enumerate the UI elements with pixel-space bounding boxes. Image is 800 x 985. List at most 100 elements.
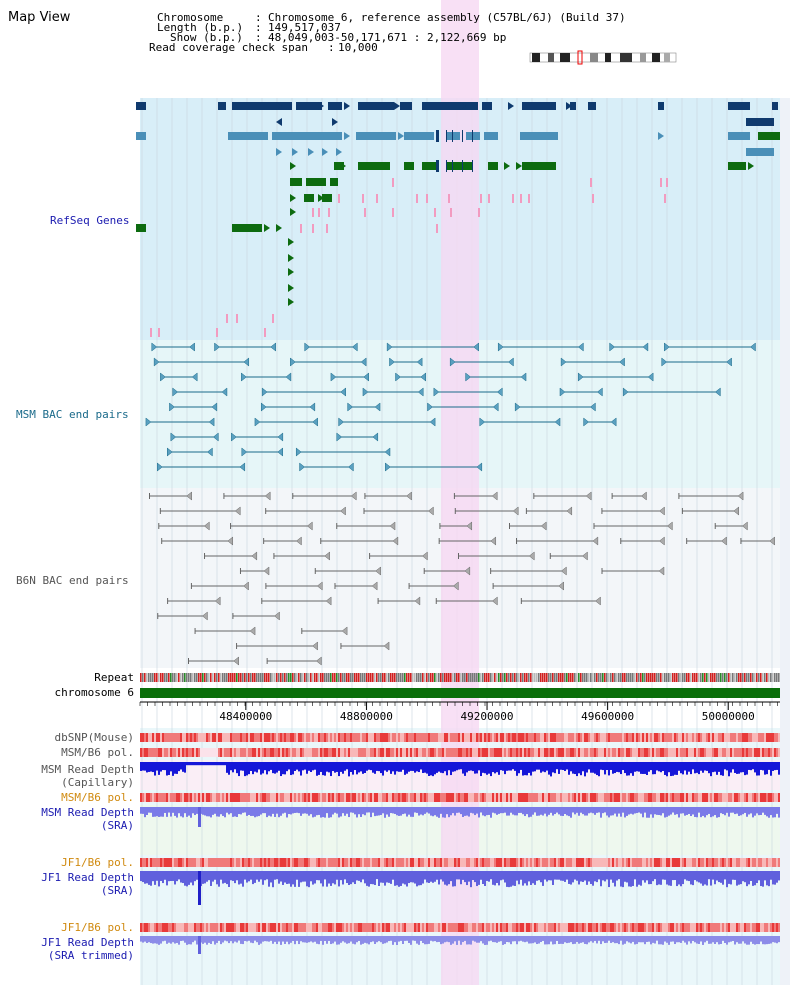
depth-bar — [390, 871, 392, 884]
depth-bar — [180, 807, 182, 817]
depth-bar — [594, 871, 596, 882]
heat-cell — [668, 793, 670, 802]
heat-cell — [464, 793, 466, 802]
heat-cell — [404, 733, 406, 742]
depth-bar — [502, 871, 504, 880]
track-label-chromosome[interactable]: chromosome 6 — [54, 686, 134, 699]
heat-cell — [504, 793, 506, 802]
heat-cell — [754, 733, 756, 742]
depth-bar — [560, 871, 562, 881]
gene-arrow — [292, 148, 298, 156]
track-label-dbsnp[interactable]: dbSNP(Mouse) — [54, 731, 134, 744]
heat-cell — [756, 793, 758, 802]
heat-cell — [690, 793, 692, 802]
repeat-mark — [376, 673, 378, 682]
track-label-jf1-pol-2[interactable]: JF1/B6 pol. — [61, 921, 134, 934]
track-label-msm-pol-2[interactable]: MSM/B6 pol. — [61, 791, 134, 804]
heat-cell — [470, 923, 472, 932]
depth-bar — [332, 762, 334, 772]
depth-bar — [730, 762, 732, 773]
bac-end — [243, 581, 249, 591]
heat-cell — [456, 748, 458, 757]
heat-cell — [302, 733, 304, 742]
heat-cell — [586, 858, 588, 867]
heat-cell — [554, 748, 556, 757]
bac-end — [452, 581, 459, 591]
depth-bar — [696, 936, 698, 944]
heat-cell — [306, 748, 308, 757]
depth-bar — [434, 871, 436, 882]
heat-cell — [758, 793, 760, 802]
depth-bar — [674, 936, 676, 945]
gene-arrow — [264, 224, 270, 232]
track-label-msm-depth-capillary[interactable]: MSM Read Depth — [41, 763, 134, 776]
heat-cell — [554, 923, 556, 932]
depth-bar — [670, 871, 672, 886]
heat-cell — [220, 923, 222, 932]
heat-cell — [756, 733, 758, 742]
depth-bar — [704, 936, 706, 943]
heat-cell — [142, 748, 144, 757]
heat-cell — [748, 793, 750, 802]
depth-bar — [372, 762, 374, 773]
depth-bar — [156, 762, 158, 771]
heat-cell — [752, 793, 754, 802]
repeat-mark — [726, 673, 728, 682]
heat-cell — [344, 793, 346, 802]
track-label-msm-bac[interactable]: MSM BAC end pairs — [16, 408, 129, 421]
depth-bar — [604, 807, 606, 813]
pink-mark — [328, 208, 330, 217]
heat-cell — [672, 793, 674, 802]
heat-cell — [610, 858, 612, 867]
depth-bar — [312, 871, 314, 885]
depth-bar — [356, 762, 358, 775]
heat-cell — [352, 733, 354, 742]
track-label-jf1-depth-sra[interactable]: JF1 Read Depth — [41, 871, 134, 884]
depth-bar — [282, 871, 284, 885]
bac-end — [466, 521, 473, 531]
heat-cell — [162, 733, 164, 742]
depth-bar — [166, 936, 168, 944]
depth-bar — [510, 871, 512, 887]
depth-bar — [630, 807, 632, 814]
track-label-jf1-depth-trimmed[interactable]: JF1 Read Depth — [41, 936, 134, 949]
heat-cell — [240, 733, 242, 742]
bac-end — [386, 342, 393, 352]
depth-bar — [564, 807, 566, 815]
heat-cell — [646, 923, 648, 932]
heat-cell — [384, 923, 386, 932]
heat-cell — [232, 793, 234, 802]
depth-bar — [518, 871, 520, 885]
track-label-repeat[interactable]: Repeat — [94, 671, 134, 684]
depth-bar — [642, 807, 644, 818]
bac-end — [528, 551, 535, 561]
heat-cell — [140, 733, 142, 742]
depth-bar — [434, 762, 436, 775]
depth-bar — [352, 936, 354, 944]
track-label-msm-pol-1[interactable]: MSM/B6 pol. — [61, 746, 134, 759]
repeat-mark — [526, 673, 528, 682]
heat-cell — [534, 858, 536, 867]
heat-cell — [378, 733, 380, 742]
depth-bar — [576, 871, 578, 881]
depth-bar — [702, 807, 704, 816]
depth-bar — [608, 807, 610, 818]
depth-bar — [494, 762, 496, 774]
depth-bar — [238, 936, 240, 941]
track-label-b6n-bac[interactable]: B6N BAC end pairs — [16, 574, 129, 587]
heat-cell — [654, 733, 656, 742]
heat-cell — [298, 858, 300, 867]
repeat-mark — [564, 673, 566, 682]
heat-cell — [714, 748, 716, 757]
track-label-jf1-pol-1[interactable]: JF1/B6 pol. — [61, 856, 134, 869]
bac-end — [733, 506, 740, 516]
heat-cell — [316, 858, 318, 867]
track-label-refseq[interactable]: RefSeq Genes — [50, 214, 130, 227]
depth-bar — [256, 871, 258, 880]
heat-cell — [306, 793, 308, 802]
depth-bar — [348, 762, 350, 777]
heat-cell — [518, 733, 520, 742]
track-label-msm-depth-sra[interactable]: MSM Read Depth — [41, 806, 134, 819]
heat-cell — [742, 733, 744, 742]
